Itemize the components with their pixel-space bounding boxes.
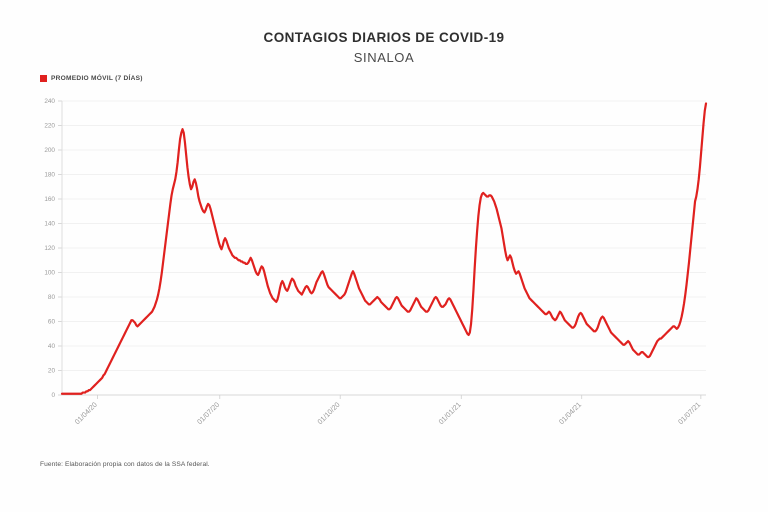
legend: PROMEDIO MÓVIL (7 DÍAS) — [40, 75, 143, 82]
y-tick-label: 140 — [44, 221, 55, 228]
x-tick-label: 01/04/21 — [557, 400, 583, 426]
gridlines — [62, 100, 706, 396]
source-note: Fuente: Elaboración propia con datos de … — [40, 461, 210, 468]
x-tick-label: 01/10/20 — [315, 400, 341, 426]
x-tick-label: 01/07/20 — [195, 400, 221, 426]
title-block: CONTAGIOS DIARIOS DE COVID-19 SINALOA — [0, 30, 768, 66]
y-tick-label: 80 — [48, 294, 56, 301]
y-tick-label: 220 — [44, 123, 55, 130]
legend-swatch-icon — [40, 75, 47, 82]
y-tick-label: 20 — [48, 368, 56, 375]
legend-label: PROMEDIO MÓVIL (7 DÍAS) — [51, 75, 143, 82]
y-tick-label: 120 — [44, 245, 55, 252]
y-tick-label: 0 — [51, 392, 55, 399]
y-tick-label: 200 — [44, 147, 55, 154]
y-tick-label: 180 — [44, 172, 55, 179]
x-axis-ticks: 01/04/20 01/07/20 01/10/20 01/01/21 01/04/21… — [73, 395, 702, 426]
page-subtitle: SINALOA — [353, 49, 415, 65]
x-tick-label: 01/04/20 — [73, 400, 99, 426]
x-tick-label: 01/07/21 — [676, 400, 702, 426]
y-tick-label: 100 — [44, 270, 55, 277]
y-axis-ticks: 0 20 40 60 80 100 120 140 160 180 200 220 240 — [44, 98, 63, 399]
series-line-promedio-movil — [60, 102, 708, 395]
page-title: CONTAGIOS DIARIOS DE COVID-19 — [263, 30, 505, 45]
y-tick-label: 40 — [48, 343, 56, 350]
y-tick-label: 160 — [44, 196, 55, 203]
y-tick-label: 240 — [44, 98, 55, 105]
x-tick-label: 01/01/21 — [437, 400, 463, 426]
y-tick-label: 60 — [48, 319, 56, 326]
